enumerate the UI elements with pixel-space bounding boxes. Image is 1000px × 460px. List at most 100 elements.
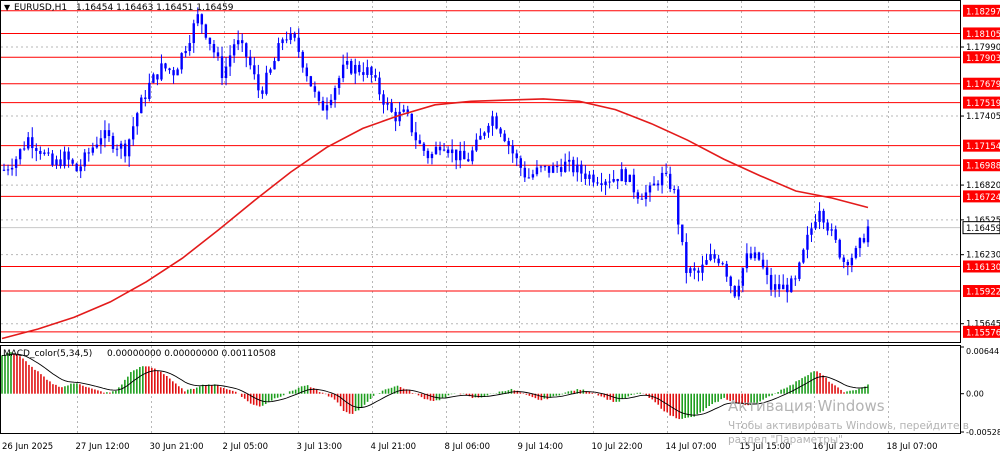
candle-body <box>192 23 195 44</box>
candle-body <box>487 125 490 133</box>
candle-body <box>862 238 866 243</box>
price-axis-label: 1.16525 <box>966 216 1000 226</box>
candle-body <box>467 159 470 162</box>
candle-body <box>693 268 696 271</box>
candle-body <box>802 249 805 263</box>
candle-body <box>253 65 256 75</box>
time-axis-label: 30 Jun 21:00 <box>150 442 204 452</box>
candle-body <box>430 153 434 159</box>
candle-body <box>749 253 753 259</box>
candle-body <box>753 252 757 259</box>
macd-signal-line <box>1 353 869 416</box>
candle-body <box>414 132 418 141</box>
candle-body <box>67 151 70 160</box>
candle-body <box>241 40 244 44</box>
level-price-label: 1.17154 <box>966 142 1000 152</box>
candle-body <box>527 177 531 179</box>
candle-body <box>713 254 716 259</box>
candle-body <box>818 210 821 222</box>
candle-body <box>584 173 587 179</box>
candle-body <box>769 274 773 290</box>
candle-body <box>717 258 720 264</box>
candle-body <box>495 116 498 129</box>
candle-body <box>616 178 619 182</box>
candle-body <box>450 149 454 154</box>
candle-body <box>596 182 599 184</box>
candle-body <box>559 167 563 172</box>
candle-body <box>673 188 676 190</box>
current-price-tag <box>962 221 1000 235</box>
candle-body <box>826 222 829 231</box>
candle-body <box>668 173 672 189</box>
level-price-label: 1.15922 <box>966 288 1000 298</box>
candle-body <box>782 284 785 290</box>
current-price-label: 1.16459 <box>966 224 1000 234</box>
candle-body <box>592 174 595 183</box>
candle-body <box>245 43 248 57</box>
candle-body <box>410 113 413 133</box>
candle-body <box>83 152 86 167</box>
moving-average-line <box>1 98 869 340</box>
candle-body <box>257 74 260 91</box>
ohlc-header: 1.16454 1.16463 1.16451 1.16459 <box>76 3 234 13</box>
candle-body <box>580 164 583 174</box>
candle-body <box>503 133 506 142</box>
candle-body <box>604 181 607 186</box>
level-price-tag <box>963 325 1000 338</box>
candle-body <box>737 285 741 297</box>
candle-body <box>140 97 143 114</box>
candle-body <box>757 252 761 260</box>
candle-body <box>39 150 42 154</box>
candle-body <box>51 153 54 166</box>
candle-body <box>442 149 446 151</box>
candle-body <box>382 94 385 105</box>
candle-body <box>269 69 272 73</box>
level-price-label: 1.16724 <box>966 193 1000 203</box>
candle-body <box>87 152 90 154</box>
level-price-tag <box>963 77 1000 90</box>
candle-body <box>366 67 369 75</box>
candle-body <box>434 146 438 154</box>
watermark-line3: раздел "Параметры". <box>728 434 846 446</box>
candle-body <box>127 139 131 157</box>
candle-body <box>293 33 296 38</box>
candle-body <box>689 268 692 273</box>
candle-body <box>519 158 522 168</box>
macd-axis-label: -0.00528 <box>966 428 1000 437</box>
candle-body <box>297 37 300 52</box>
candle-body <box>71 159 74 164</box>
candle-body <box>374 75 377 78</box>
candle-body <box>628 174 631 182</box>
time-axis-label: 8 Jul 06:00 <box>445 442 491 452</box>
price-pane <box>0 0 961 343</box>
candle-body <box>418 140 422 144</box>
time-axis-label: 9 Jul 14:00 <box>518 442 564 452</box>
level-price-label: 1.17519 <box>966 99 1000 109</box>
level-price-label: 1.17903 <box>966 54 1000 64</box>
candle-body <box>285 39 288 41</box>
candle-body <box>341 64 345 79</box>
candle-body <box>406 109 409 114</box>
candle-body <box>576 164 579 173</box>
candle-body <box>459 150 462 161</box>
candle-body <box>236 40 240 45</box>
symbol-menu-icon[interactable]: ▼ <box>4 3 11 12</box>
candle-body <box>119 143 123 149</box>
candle-body <box>765 267 769 275</box>
candle-body <box>814 221 817 229</box>
candle-body <box>345 60 349 65</box>
candle-body <box>479 135 482 140</box>
candle-body <box>830 229 833 231</box>
candle-body <box>773 284 777 290</box>
candle-body <box>834 229 837 240</box>
candle-body <box>822 210 825 223</box>
level-price-label: 1.16988 <box>966 162 1000 172</box>
symbol-header: EURUSD,H1 <box>14 3 67 13</box>
candle-body <box>733 285 736 297</box>
candle-body <box>224 66 228 79</box>
candle-body <box>2 169 6 171</box>
candle-body <box>705 260 708 265</box>
candle-body <box>111 136 115 149</box>
price-axis-label: 1.17990 <box>966 43 1000 53</box>
candle-body <box>729 276 732 286</box>
